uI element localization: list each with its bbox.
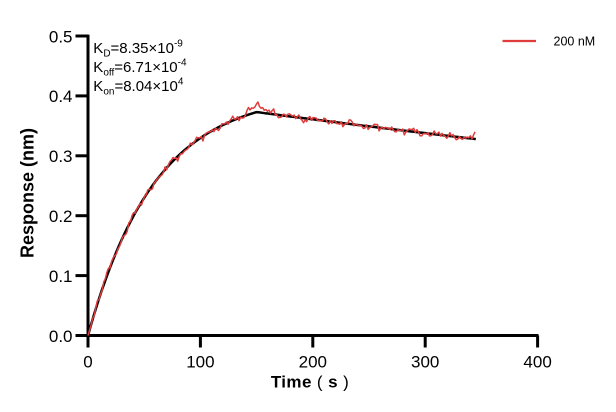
svg-text:400: 400: [523, 353, 551, 372]
svg-text:Response (nm): Response (nm): [18, 128, 38, 258]
svg-text:0.1: 0.1: [49, 267, 73, 286]
svg-text:0.2: 0.2: [49, 207, 73, 226]
svg-text:300: 300: [411, 353, 439, 372]
svg-text:Koff=6.71×10-4: Koff=6.71×10-4: [93, 58, 187, 79]
svg-text:100: 100: [186, 353, 214, 372]
svg-text:200: 200: [299, 353, 327, 372]
svg-text:Kon=8.04×104: Kon=8.04×104: [93, 77, 184, 98]
svg-text:Time ( s ): Time ( s ): [271, 372, 349, 391]
svg-text:0.5: 0.5: [49, 27, 73, 46]
svg-text:KD=8.35×10-9: KD=8.35×10-9: [93, 39, 183, 60]
svg-text:0.3: 0.3: [49, 147, 73, 166]
svg-text:0.4: 0.4: [49, 87, 73, 106]
svg-text:200 nM: 200 nM: [554, 35, 596, 49]
svg-text:0: 0: [83, 353, 92, 372]
svg-text:0.0: 0.0: [49, 327, 73, 346]
